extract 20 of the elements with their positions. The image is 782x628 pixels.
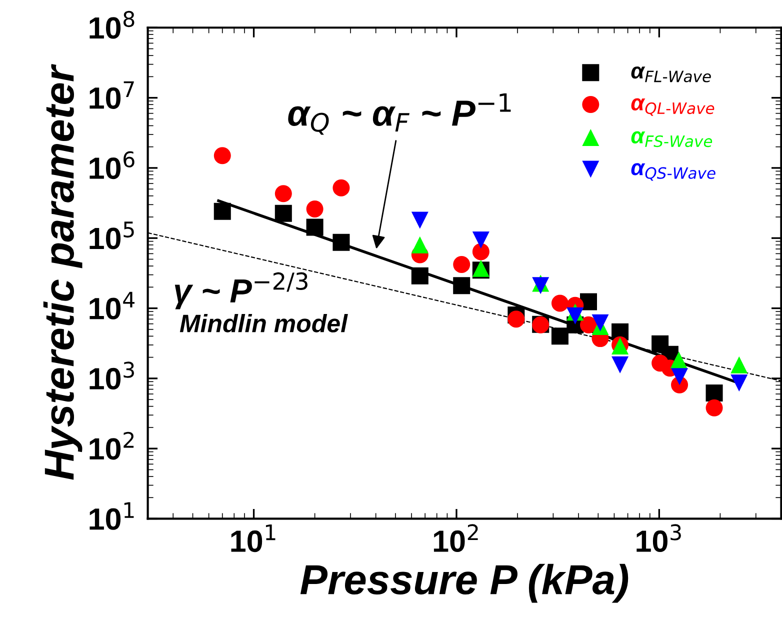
x-axis-title: Pressure P (kPa) bbox=[300, 564, 628, 603]
x-tick-label: 10$^{1}$ bbox=[231, 524, 276, 552]
y-tick-label: 10$^{4}$ bbox=[90, 292, 134, 320]
y-tick-label: 10$^{3}$ bbox=[90, 362, 134, 390]
legend-label: α$_{FL-Wave}$ bbox=[631, 66, 711, 82]
y-tick-label: 10$^{7}$ bbox=[90, 81, 134, 109]
annotation: α$_{Q}$ ~ α$_{F}$ ~ P$^{−1}$ bbox=[288, 93, 511, 135]
y-tick-label: 10$^{2}$ bbox=[90, 432, 134, 460]
x-tick-label: 10$^{3}$ bbox=[636, 524, 681, 552]
x-tick-label: 10$^{2}$ bbox=[434, 524, 478, 552]
y-tick-label: 10$^{6}$ bbox=[90, 151, 134, 180]
y-tick-label: 10$^{8}$ bbox=[90, 10, 134, 39]
legend-label: α$_{QS-Wave}$ bbox=[631, 163, 716, 181]
y-axis-title: Hysteretic parameter bbox=[43, 64, 82, 480]
y-tick-label: 10$^{5}$ bbox=[90, 222, 134, 250]
legend-label: α$_{QL-Wave}$ bbox=[631, 98, 714, 116]
annotation: Mindlin model bbox=[180, 314, 348, 332]
annotation: γ ~ P$^{−2/3}$ bbox=[174, 272, 308, 310]
legend-label: α$_{FS-Wave}$ bbox=[631, 131, 712, 148]
y-tick-label: 10$^{1}$ bbox=[90, 502, 134, 530]
